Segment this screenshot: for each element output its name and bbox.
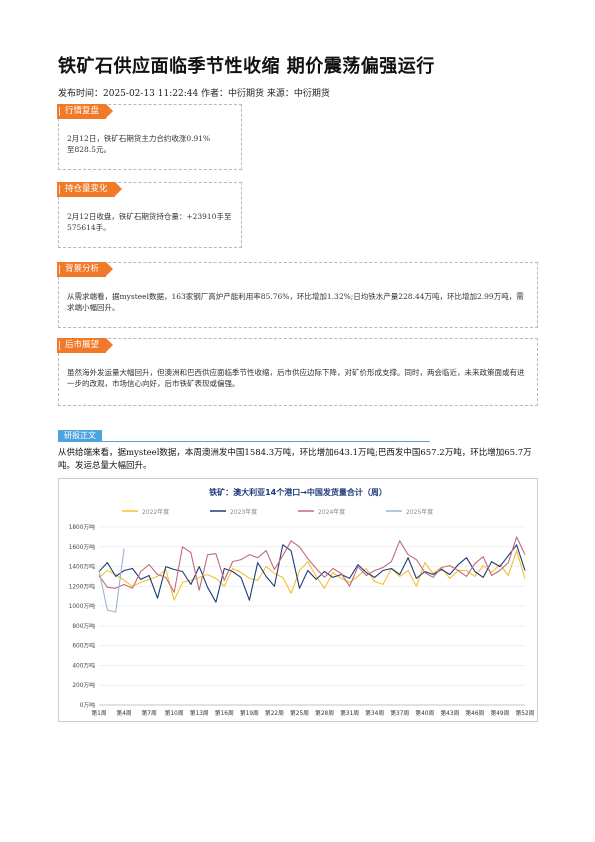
x-tick-label: 第37周 — [390, 709, 409, 717]
section-market-review: 行情复盘 2月12日，铁矿石期货主力合约收涨0.91%至828.5元。 — [57, 104, 242, 170]
series-line — [98, 544, 526, 603]
section-tag: 持仓量变化 — [57, 182, 121, 197]
x-tick-label: 第49周 — [490, 709, 509, 717]
x-tick-label: 第22周 — [265, 709, 284, 717]
y-tick-label: 0万吨 — [80, 701, 95, 709]
article-meta: 发布时间：2025-02-13 11:22:44 作者：中衍期货 来源：中衍期货 — [58, 89, 330, 99]
section-tag: 后市展望 — [57, 338, 114, 353]
x-tick-label: 第1周 — [91, 709, 106, 717]
y-tick-label: 1800万吨 — [69, 523, 96, 531]
y-tick-label: 600万吨 — [72, 642, 95, 650]
x-tick-label: 第7周 — [141, 709, 156, 717]
x-tick-label: 第43周 — [440, 709, 459, 717]
legend-label: 2025年度 — [406, 508, 433, 516]
chart-container: 铁矿：澳大利亚14个港口→中国发货量合计（周） 2022年度 2023年度 2024年… — [58, 478, 538, 722]
chart-title: 铁矿：澳大利亚14个港口→中国发货量合计（周） — [209, 487, 387, 497]
y-tick-label: 400万吨 — [72, 661, 95, 669]
research-divider — [58, 441, 430, 442]
x-tick-label: 第34周 — [365, 709, 384, 717]
series-line — [98, 536, 526, 593]
x-tick-label: 第31周 — [340, 709, 359, 717]
section-text: 2月12日收盘，铁矿石期货持仓量：+23910手至575614手。 — [67, 212, 232, 232]
x-tick-label: 第25周 — [290, 709, 309, 717]
shipment-line-chart: 铁矿：澳大利亚14个港口→中国发货量合计（周） 2022年度 2023年度 2024年… — [69, 487, 535, 717]
x-tick-label: 第4周 — [116, 709, 131, 717]
section-tag: 行情复盘 — [57, 104, 114, 119]
research-tag: 研报正文 — [58, 430, 102, 442]
x-tick-label: 第52周 — [516, 709, 535, 717]
legend-label: 2022年度 — [142, 508, 169, 516]
x-tick-label: 第40周 — [415, 709, 434, 717]
section-background: 背景分析 从需求端看，据mysteel数据，163家钢厂高炉产能利用率85.76… — [57, 262, 538, 328]
section-text: 虽然海外发运量大幅回升，但澳洲和巴西供应面临季节性收缩，后市供应边际下降，对矿价… — [67, 368, 525, 388]
x-tick-label: 第13周 — [190, 709, 209, 717]
x-tick-label: 第16周 — [215, 709, 234, 717]
section-position-change: 持仓量变化 2月12日收盘，铁矿石期货持仓量：+23910手至575614手。 — [57, 182, 242, 248]
y-tick-label: 1400万吨 — [69, 563, 96, 571]
section-text: 2月12日，铁矿石期货主力合约收涨0.91%至828.5元。 — [67, 134, 211, 154]
y-tick-label: 1200万吨 — [69, 582, 96, 590]
x-tick-label: 第28周 — [315, 709, 334, 717]
legend-label: 2023年度 — [230, 508, 257, 516]
article-title: 铁矿石供应面临季节性收缩 期价震荡偏强运行 — [58, 56, 435, 77]
x-tick-label: 第10周 — [165, 709, 184, 717]
y-tick-label: 1600万吨 — [69, 543, 96, 551]
series-line — [98, 548, 125, 613]
section-outlook: 后市展望 虽然海外发运量大幅回升，但澳洲和巴西供应面临季节性收缩，后市供应边际下… — [57, 338, 538, 406]
section-tag: 背景分析 — [57, 262, 114, 277]
x-tick-label: 第19周 — [240, 709, 259, 717]
section-text: 从需求端看，据mysteel数据，163家钢厂高炉产能利用率85.76%，环比增… — [67, 292, 524, 312]
y-tick-label: 1000万吨 — [69, 602, 96, 610]
legend-label: 2024年度 — [318, 508, 345, 516]
y-tick-label: 800万吨 — [72, 622, 95, 630]
research-paragraph: 从供给端来看，据mysteel数据，本周澳洲发中国1584.3万吨，环比增加64… — [58, 448, 532, 471]
x-tick-label: 第46周 — [465, 709, 484, 717]
y-tick-label: 200万吨 — [72, 681, 95, 689]
